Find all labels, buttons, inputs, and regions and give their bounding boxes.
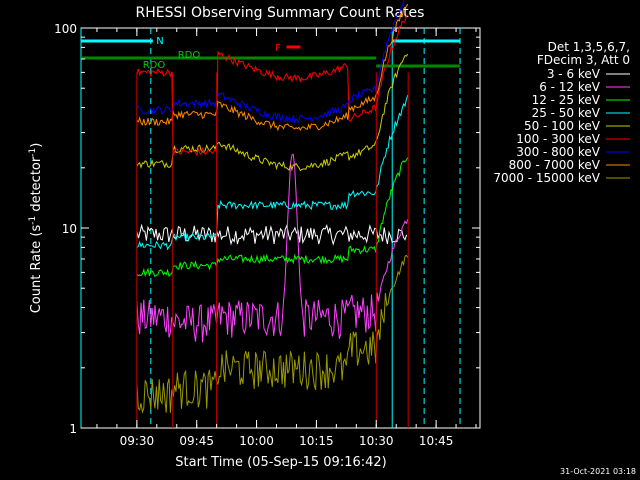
legend-label: 25 - 50 keV — [532, 106, 601, 120]
series-line-800-7000kev — [136, 3, 409, 132]
legend: Det 1,3,5,6,7, FDecim 3, Att 0 3 - 6 keV… — [493, 40, 630, 185]
rdo-label: RDO — [178, 50, 201, 61]
x-tick-label: 10:45 — [419, 434, 454, 448]
chart-title: RHESSI Observing Summary Count Rates — [136, 5, 425, 21]
y-axis-label-mid: detector — [29, 156, 44, 216]
footer-timestamp: 31-Oct-2021 03:18 — [560, 467, 636, 476]
series-line-300-800kev — [136, 0, 405, 125]
x-axis-label: Start Time (05-Sep-15 09:16:42) — [175, 455, 386, 470]
series-line-25-50kev — [136, 94, 409, 251]
data-layer — [80, 0, 461, 428]
series-line-3-6-kev — [136, 223, 408, 246]
legend-label: 7000 - 15000 keV — [493, 171, 600, 185]
legend-header-1: Det 1,3,5,6,7, — [548, 40, 630, 54]
x-tick-label: 09:45 — [179, 434, 214, 448]
axes-layer: 1 10 100 09:30 09:45 10:00 10:15 10:30 10:45 — [54, 22, 480, 448]
night-label: N — [156, 36, 163, 47]
legend-label: 50 - 100 keV — [524, 119, 601, 133]
x-tick-label: 10:15 — [299, 434, 334, 448]
series-line-100-300kev — [136, 14, 408, 157]
series-line-50-100kev — [136, 53, 409, 172]
legend-label: 6 - 12 keV — [539, 80, 601, 94]
legend-label: 800 - 7000 keV — [509, 158, 601, 172]
legend-label: 300 - 800 keV — [516, 145, 600, 159]
x-tick-label: 10:30 — [359, 434, 394, 448]
y-tick-label: 10 — [62, 222, 77, 236]
legend-label: 100 - 300 keV — [516, 132, 600, 146]
y-axis-label-sup2: -1 — [28, 148, 38, 157]
x-tick-label: 10:00 — [239, 434, 274, 448]
legend-label: 3 - 6 keV — [547, 67, 601, 81]
y-axis-label: Count Rate (s-1 detector-1) — [28, 143, 44, 314]
series-line-7000-15000kev — [136, 254, 409, 414]
rdo-label-2: RDO — [143, 60, 166, 71]
legend-header-2: FDecim 3, Att 0 — [537, 53, 630, 67]
flare-label: F — [275, 43, 281, 54]
y-axis-label-end: ) — [29, 143, 44, 148]
legend-label: 12 - 25 keV — [532, 93, 601, 107]
x-tick-label: 09:30 — [120, 434, 155, 448]
y-tick-label: 1 — [69, 422, 77, 436]
y-axis-label-main: Count Rate (s — [29, 225, 44, 314]
series-line-6-12kev — [136, 153, 409, 343]
series-line-12-25kev — [136, 157, 409, 278]
y-tick-label: 100 — [54, 22, 77, 36]
y-axis-label-sup1: -1 — [28, 216, 38, 225]
